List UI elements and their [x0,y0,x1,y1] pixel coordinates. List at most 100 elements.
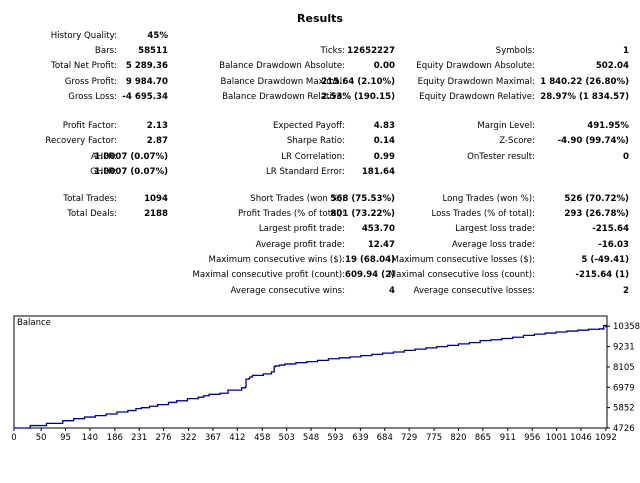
max-consecutive-losses-value: 5 (-49.41) [581,255,629,265]
maximal-consecutive-profit-value: 609.94 (2) [345,270,395,280]
balance-dd-maximal-value: 215.64 (2.10%) [321,77,395,87]
total-trades-label: Total Trades: [63,194,117,204]
max-consecutive-wins-value: 19 (68.04) [345,255,395,265]
y-tick-label: 10358 [613,322,640,332]
largest-loss-trade-value: -215.64 [592,224,629,234]
equity-dd-relative-value: 28.97% (1 834.57) [540,92,629,102]
equity-dd-maximal-label: Equity Drawdown Maximal: [417,77,535,87]
largest-loss-trade-label: Largest loss trade: [455,224,535,234]
x-tick-label: 0 [11,433,16,443]
maximal-consecutive-loss-label: Maximal consecutive loss (count): [388,270,535,280]
gross-loss-label: Gross Loss: [68,92,117,102]
average-profit-trade-label: Average profit trade: [255,240,345,250]
ontester-result-value: 0 [623,152,629,162]
average-profit-trade-value: 12.47 [367,240,395,250]
ghpr-value: 1.0007 (0.07%) [94,167,168,177]
average-consecutive-losses-label: Average consecutive losses: [413,286,535,296]
bars-label: Bars: [94,46,117,56]
equity-dd-maximal-value: 1 840.22 (26.80%) [540,77,629,87]
y-tick-label: 6979 [613,383,635,393]
y-tick-label: 8105 [613,363,635,373]
average-consecutive-losses-value: 2 [623,286,629,296]
x-tick-label: 956 [524,433,540,443]
ontester-result-label: OnTester result: [467,152,535,162]
average-loss-trade-value: -16.03 [598,240,629,250]
x-tick-label: 322 [180,433,196,443]
x-tick-label: 186 [107,433,123,443]
balance-dd-absolute-value: 0.00 [373,61,395,71]
balance-chart: Balance 0 50 95 140 186 231 276 322 367 412 458 503 5… [0,312,640,480]
x-tick-label: 1092 [595,433,617,443]
profit-factor-label: Profit Factor: [62,121,117,131]
x-tick-label: 775 [426,433,442,443]
ticks-value: 12652227 [347,46,395,56]
maximal-consecutive-profit-label: Maximal consecutive profit (count): [192,270,345,280]
recovery-factor-value: 2.87 [146,136,168,146]
ticks-label: Ticks: [320,46,345,56]
total-net-profit-value: 5 289.36 [125,61,168,71]
x-tick-label: 367 [205,433,221,443]
x-tick-label: 458 [254,433,270,443]
lr-correlation-value: 0.99 [373,152,395,162]
lr-correlation-label: LR Correlation: [281,152,345,162]
long-trades-label: Long Trades (won %): [442,194,536,204]
lr-standard-error-value: 181.64 [361,167,395,177]
profit-trades-label: Profit Trades (% of total): [237,209,345,219]
x-tick-label: 865 [475,433,491,443]
gross-profit-value: 9 984.70 [125,77,168,87]
x-tick-label: 684 [377,433,393,443]
x-tick-label: 50 [36,433,47,443]
expected-payoff-value: 4.83 [373,121,395,131]
ahpr-label: AHPR: [90,152,117,162]
gross-profit-label: Gross Profit: [64,77,117,87]
equity-dd-absolute-label: Equity Drawdown Absolute: [416,61,535,71]
balance-dd-maximal-label: Balance Drawdown Maximal: [220,77,345,87]
recovery-factor-label: Recovery Factor: [45,136,117,146]
total-net-profit-label: Total Net Profit: [51,61,117,71]
margin-level-value: 491.95% [587,121,629,131]
total-trades-value: 1094 [144,194,168,204]
y-tick-label: 4726 [613,424,635,434]
short-trades-label: Short Trades (won %): [250,194,345,204]
history-quality-label: History Quality: [50,31,117,41]
gross-loss-value: -4 695.34 [122,92,168,102]
lr-standard-error-label: LR Standard Error: [265,167,345,177]
max-consecutive-wins-label: Maximum consecutive wins ($): [208,255,345,265]
expected-payoff-label: Expected Payoff: [272,121,345,131]
equity-dd-absolute-value: 502.04 [595,61,629,71]
x-tick-label: 593 [327,433,343,443]
x-tick-label: 231 [131,433,147,443]
loss-trades-value: 293 (26.78%) [564,209,629,219]
bars-value: 58511 [138,46,168,56]
average-consecutive-wins-value: 4 [389,286,395,296]
x-tick-label: 1001 [546,433,568,443]
x-tick-label: 276 [155,433,171,443]
symbols-label: Symbols: [495,46,535,56]
balance-dd-relative-value: 2.53% (190.15) [321,92,395,102]
max-consecutive-losses-label: Maximum consecutive losses ($): [391,255,535,265]
short-trades-value: 568 (75.53%) [330,194,395,204]
z-score-value: -4.90 (99.74%) [557,136,629,146]
ahpr-value: 1.0007 (0.07%) [94,152,168,162]
largest-profit-trade-label: Largest profit trade: [258,224,345,234]
z-score-label: Z-Score: [499,136,535,146]
x-tick-label: 639 [352,433,368,443]
symbols-value: 1 [623,46,629,56]
total-deals-value: 2188 [144,209,168,219]
x-tick-label: 911 [500,433,516,443]
x-tick-label: 548 [303,433,319,443]
x-tick-label: 820 [450,433,466,443]
balance-dd-relative-label: Balance Drawdown Relative: [222,92,345,102]
largest-profit-trade-value: 453.70 [361,224,395,234]
ghpr-label: GHPR: [90,167,117,177]
history-quality-value: 45% [147,31,168,41]
average-loss-trade-label: Average loss trade: [451,240,535,250]
average-consecutive-wins-label: Average consecutive wins: [230,286,345,296]
x-tick-label: 1046 [570,433,592,443]
balance-chart-svg: Balance 0 50 95 140 186 231 276 322 367 412 458 503 5… [11,315,640,443]
plot-area [13,315,608,429]
equity-dd-relative-label: Equity Drawdown Relative: [419,92,535,102]
y-tick-label: 5852 [613,404,635,414]
x-tick-label: 412 [229,433,245,443]
profit-factor-value: 2.13 [146,121,168,131]
